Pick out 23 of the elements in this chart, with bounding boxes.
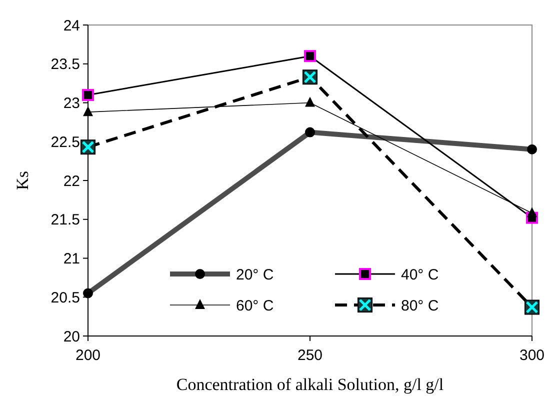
- point: [527, 207, 537, 218]
- point: [305, 96, 315, 107]
- point: [83, 106, 93, 116]
- y-tick-label: 21: [63, 250, 80, 268]
- point: [82, 88, 94, 101]
- x-tick-label: 300: [519, 347, 545, 364]
- y-tick-label: 22: [63, 172, 80, 190]
- y-tick-label: 23: [63, 95, 80, 112]
- legend-label: 40° C: [401, 266, 439, 284]
- y-axis-title: Ks: [13, 171, 32, 190]
- y-tick-label: 20.5: [50, 289, 80, 306]
- x-tick-label: 250: [297, 347, 323, 364]
- y-tick-label: 24: [63, 17, 80, 34]
- x-axis-title: Concentration of alkali Solution, g/l g/l: [176, 375, 444, 394]
- legend-label: 60° C: [236, 297, 274, 314]
- y-tick-label: 20: [63, 328, 80, 346]
- x-tick-label: 200: [75, 347, 101, 364]
- legend-label: 80° C: [401, 297, 439, 314]
- y-tick-label: 21.5: [50, 212, 80, 229]
- y-tick-label: 23.5: [50, 56, 80, 74]
- point: [304, 50, 316, 62]
- y-tick-label: 22.5: [50, 134, 80, 151]
- legend-label: 20° C: [236, 266, 274, 284]
